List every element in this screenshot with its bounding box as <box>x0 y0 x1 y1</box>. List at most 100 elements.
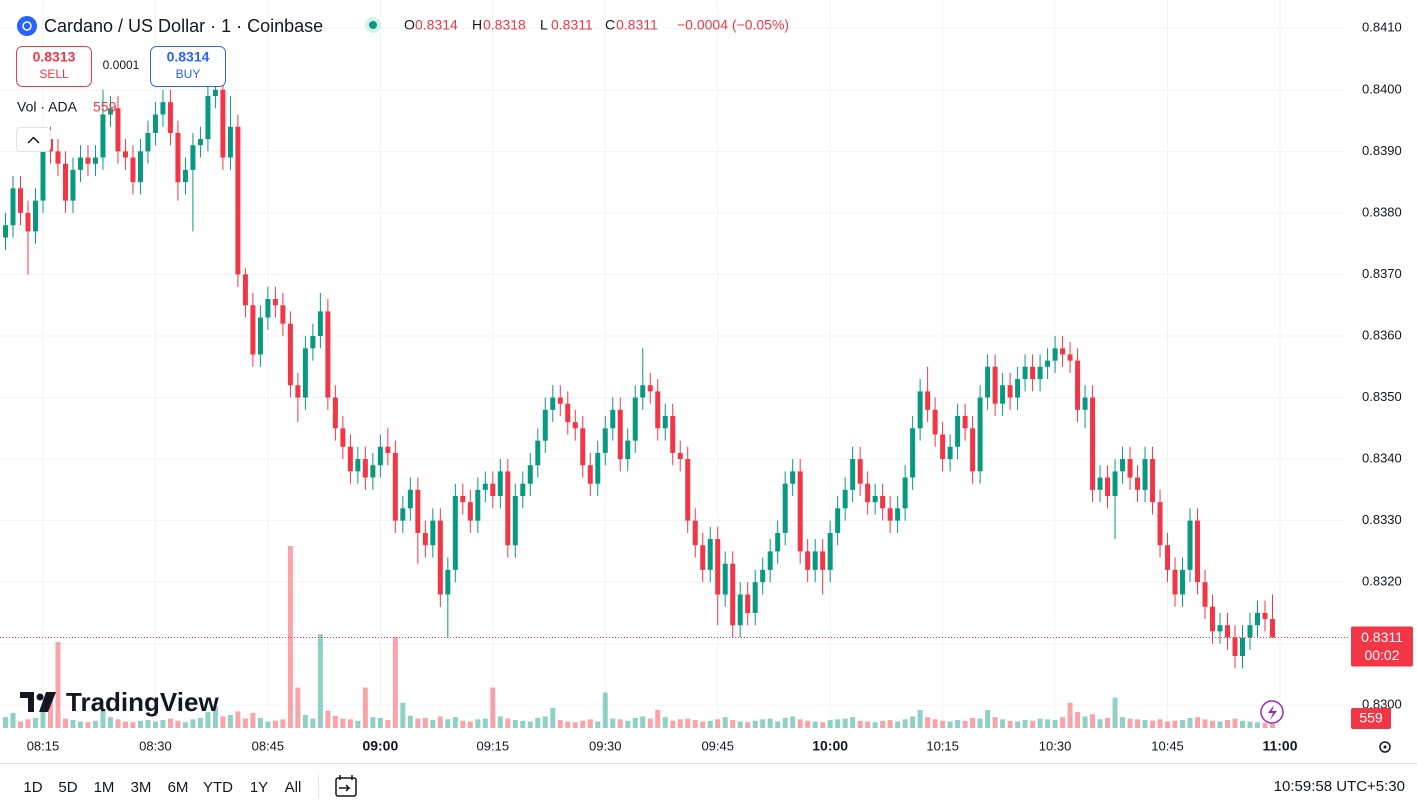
volume-bar <box>317 634 323 728</box>
candle-body <box>482 483 488 490</box>
candle-body <box>1112 471 1118 496</box>
candle-body <box>475 489 481 521</box>
volume-bar <box>182 722 188 728</box>
volume-bar <box>700 721 706 728</box>
volume-bar <box>610 718 616 728</box>
candle-body <box>152 114 158 133</box>
date-range-icon[interactable] <box>335 777 357 797</box>
sell-button[interactable] <box>16 46 92 87</box>
candle-body <box>557 397 563 404</box>
volume-bar <box>632 717 638 728</box>
candle-body <box>955 416 961 447</box>
volume-bar <box>542 716 548 728</box>
candle-body <box>467 502 473 521</box>
candle-body <box>625 440 631 460</box>
volume-bar <box>557 720 563 728</box>
volume-bar <box>3 717 8 728</box>
range-button[interactable]: YTD <box>203 779 233 796</box>
symbol-title[interactable]: Cardano / US Dollar · 1 · Coinbase <box>44 16 323 36</box>
candle-body <box>107 108 113 115</box>
volume-bar <box>167 718 173 728</box>
volume-bar <box>1157 719 1163 728</box>
x-tick-label: 09:30 <box>589 738 622 753</box>
volume-bar <box>17 721 23 728</box>
candle-body <box>865 483 871 503</box>
coin-icon-mark <box>22 21 32 31</box>
candle-body <box>272 299 278 306</box>
candle-body <box>392 452 398 521</box>
candle-body <box>497 471 503 496</box>
ohlc-value: 0.8311 <box>616 17 658 33</box>
volume-bar <box>520 720 526 728</box>
sell-label: SELL <box>39 67 69 81</box>
range-button[interactable]: 1M <box>94 779 115 796</box>
y-tick-label: 0.8330 <box>1362 512 1402 527</box>
candle-body <box>1105 477 1111 496</box>
candle-body <box>512 496 518 546</box>
candle-body <box>505 471 511 546</box>
range-button[interactable]: All <box>285 779 302 796</box>
collapse-icon <box>27 136 40 144</box>
candle-body <box>752 582 758 613</box>
range-button[interactable]: 6M <box>168 779 189 796</box>
settings-icon[interactable] <box>1379 741 1391 753</box>
volume-bar <box>820 722 826 728</box>
volume-bar <box>430 720 436 728</box>
volume-bar <box>85 722 91 728</box>
volume-bar <box>10 712 16 728</box>
volume-bar <box>107 717 113 728</box>
candle-body <box>182 169 188 183</box>
countdown-label: 00:02 <box>1364 647 1399 663</box>
volume-bar <box>535 717 541 728</box>
logo-mark <box>39 692 56 712</box>
candle-body <box>1157 502 1163 546</box>
candle-body <box>145 132 151 152</box>
range-button[interactable]: 5D <box>58 779 77 796</box>
range-button[interactable]: 1D <box>23 779 42 796</box>
volume-bar <box>175 720 181 728</box>
volume-bar <box>595 721 601 728</box>
volume-bar <box>1075 712 1081 728</box>
y-tick-label: 0.8350 <box>1362 389 1402 404</box>
candle-body <box>25 212 31 232</box>
candle-body <box>715 539 721 595</box>
logo <box>20 692 56 712</box>
volume-bar <box>685 718 691 728</box>
candle-body <box>77 157 83 170</box>
candle-body <box>1135 477 1141 490</box>
volume-bar <box>25 719 31 728</box>
x-tick-label: 09:45 <box>701 738 734 753</box>
candle-body <box>1000 385 1006 404</box>
volume-bar <box>917 709 923 728</box>
candle-body <box>317 311 323 336</box>
candle-body <box>325 311 331 398</box>
buy-button[interactable] <box>150 46 226 87</box>
candle-body <box>257 317 263 355</box>
clock[interactable]: 10:59:58 UTC+5:30 <box>1274 778 1405 795</box>
range-button[interactable]: 1Y <box>250 779 268 796</box>
volume-bar <box>1217 721 1223 728</box>
candle-body <box>835 508 841 533</box>
candle-body <box>1225 625 1231 638</box>
coin-icon <box>17 16 37 36</box>
candle-body <box>947 446 953 460</box>
ohlc-key: L <box>540 17 548 33</box>
volume-bar <box>760 719 766 728</box>
volume-bar <box>977 718 983 728</box>
volume-bar <box>955 720 961 728</box>
candle-body <box>370 465 376 478</box>
candle-body <box>242 274 248 306</box>
volume-bar <box>310 718 316 728</box>
volume-bar <box>220 716 226 728</box>
candle-body <box>782 483 788 533</box>
y-tick-label: 0.8370 <box>1362 266 1402 281</box>
ohlc-change: −0.0004 (−0.05%) <box>677 17 789 33</box>
ohlc-key: O <box>404 17 415 33</box>
collapse-button[interactable] <box>16 127 51 152</box>
volume-bar <box>692 720 698 728</box>
candle-body <box>1142 459 1148 490</box>
range-button[interactable]: 3M <box>131 779 152 796</box>
x-tick-label: 09:00 <box>362 738 398 754</box>
candle-body <box>437 520 443 595</box>
volume-bar <box>62 718 68 728</box>
